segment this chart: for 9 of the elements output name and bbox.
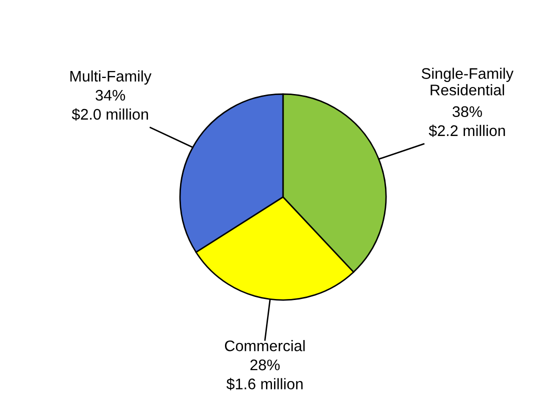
data-label: 34% (96, 90, 126, 101)
text: $2.0 million (72, 108, 148, 121)
text: $1.6 million (226, 378, 303, 390)
data-label: 38% (452, 106, 482, 118)
data-label: 28% (250, 360, 280, 370)
slice-label: Multi-Family (70, 70, 152, 85)
slice-label: Commercial (224, 340, 305, 352)
text: $2.2 million (428, 124, 505, 138)
slice-label: Single-Family Residential (422, 68, 514, 96)
